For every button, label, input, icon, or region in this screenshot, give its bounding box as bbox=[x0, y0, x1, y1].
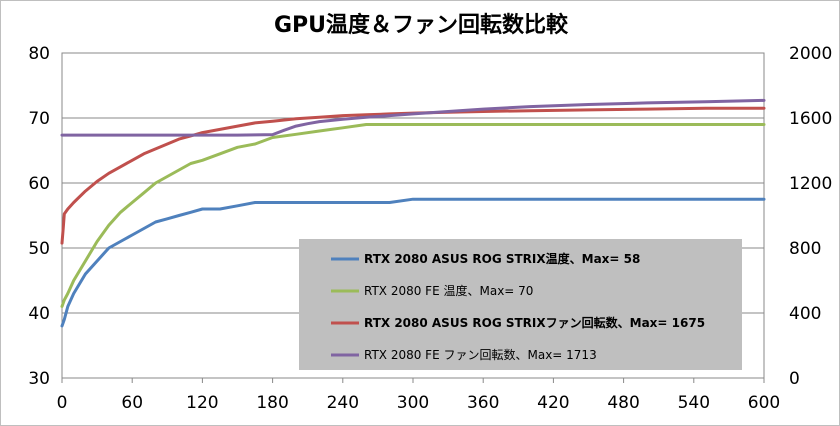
x-tick-label: 120 bbox=[186, 393, 218, 413]
y-left-tick-label: 50 bbox=[28, 239, 50, 259]
y-right-tick-label: 2000 bbox=[789, 44, 832, 64]
y-right-tick-label: 800 bbox=[789, 239, 821, 259]
x-tick-label: 600 bbox=[748, 393, 780, 413]
legend-label-3: RTX 2080 FE ファン回転数、Max= 1713 bbox=[364, 347, 597, 362]
x-tick-label: 60 bbox=[121, 393, 143, 413]
chart-title: GPU温度＆ファン回転数比較 bbox=[273, 13, 569, 38]
x-tick-label: 240 bbox=[327, 393, 359, 413]
x-tick-label: 360 bbox=[467, 393, 499, 413]
x-tick-label: 420 bbox=[537, 393, 569, 413]
series-line-3 bbox=[60, 98, 766, 137]
y-left-tick-label: 60 bbox=[28, 174, 50, 194]
legend: RTX 2080 ASUS ROG STRIX温度、Max= 58 RTX 208… bbox=[299, 239, 742, 370]
series-line-2 bbox=[60, 106, 766, 245]
series-line-1 bbox=[60, 123, 766, 308]
series-lines bbox=[60, 98, 766, 328]
legend-label-0: RTX 2080 ASUS ROG STRIX温度、Max= 58 bbox=[364, 251, 640, 266]
y-right-tick-label: 400 bbox=[789, 304, 821, 324]
y-left-tick-label: 40 bbox=[28, 304, 50, 324]
y-left-tick-label: 30 bbox=[28, 369, 50, 389]
legend-label-1: RTX 2080 FE 温度、Max= 70 bbox=[364, 283, 533, 298]
y-right-tick-label: 1200 bbox=[789, 174, 832, 194]
x-tick-label: 0 bbox=[57, 393, 68, 413]
x-tick-label: 540 bbox=[678, 393, 710, 413]
x-tick-label: 180 bbox=[256, 393, 288, 413]
legend-box bbox=[299, 239, 742, 370]
x-tick-label: 480 bbox=[607, 393, 639, 413]
y-right-tick-label: 1600 bbox=[789, 109, 832, 129]
x-tick-label: 300 bbox=[397, 393, 429, 413]
y-left-tick-label: 80 bbox=[28, 44, 50, 64]
legend-label-2: RTX 2080 ASUS ROG STRIXファン回転数、Max= 1675 bbox=[364, 315, 705, 330]
y-right-tick-label: 0 bbox=[789, 369, 800, 389]
series-line-0 bbox=[60, 197, 766, 328]
y-left-tick-label: 70 bbox=[28, 109, 50, 129]
